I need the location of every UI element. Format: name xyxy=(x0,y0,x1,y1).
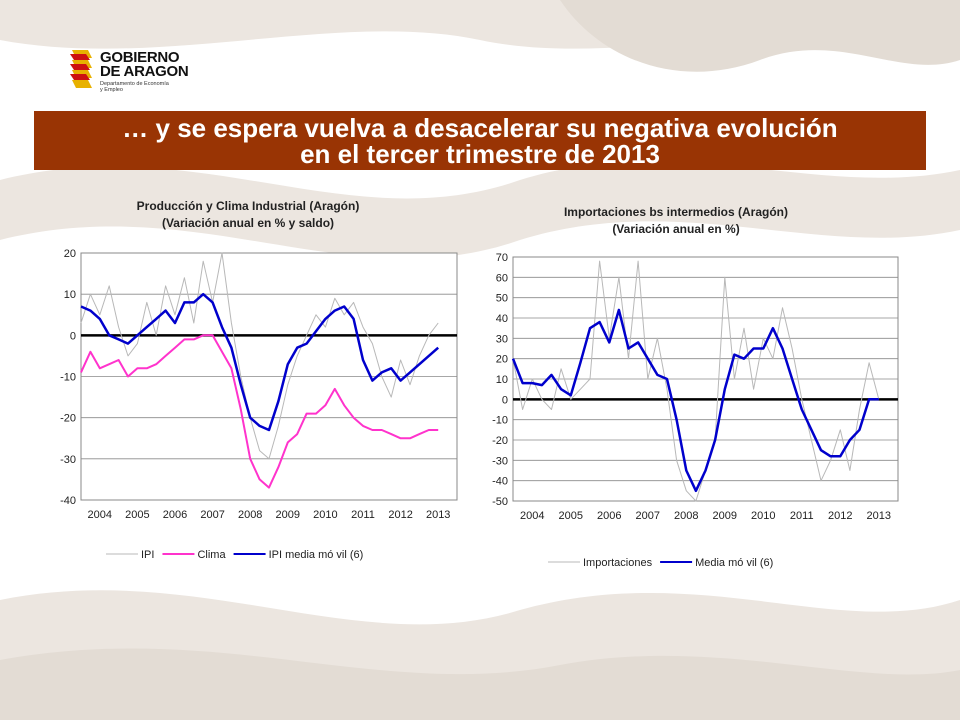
x-tick-label: 2012 xyxy=(828,510,852,522)
y-tick-label: 0 xyxy=(70,330,76,342)
chart-importaciones: Importaciones bs intermedios (Aragón) (Va… xyxy=(492,205,899,569)
y-tick-label: 10 xyxy=(496,374,508,386)
legend-label: IPI xyxy=(141,549,154,561)
x-tick-label: 2007 xyxy=(200,509,224,521)
x-tick-label: 2007 xyxy=(636,510,660,522)
y-tick-label: -20 xyxy=(492,435,508,447)
y-tick-label: 0 xyxy=(502,394,508,406)
logo-line-1: GOBIERNO xyxy=(100,49,180,66)
x-tick-label: 2006 xyxy=(163,509,187,521)
chart-title: Producción y Clima Industrial (Aragón) xyxy=(137,199,360,213)
title-banner: … y se espera vuelva a desacelerar su ne… xyxy=(34,111,926,170)
series-line xyxy=(512,260,880,502)
y-tick-label: 50 xyxy=(496,293,508,305)
chart-subtitle: (Variación anual en % y saldo) xyxy=(162,216,334,230)
x-tick-label: 2004 xyxy=(520,510,544,522)
y-tick-label: 20 xyxy=(64,248,76,260)
y-tick-label: 10 xyxy=(64,289,76,301)
y-tick-label: -40 xyxy=(492,476,508,488)
x-tick-label: 2004 xyxy=(88,509,112,521)
x-tick-label: 2012 xyxy=(388,509,412,521)
logo-department-2: y Empleo xyxy=(100,87,123,93)
chart-subtitle: (Variación anual en %) xyxy=(612,222,739,236)
series-line xyxy=(511,308,879,493)
chart-produccion-clima: Producción y Clima Industrial (Aragón) (V… xyxy=(60,199,458,561)
legend-label: IPI media mó vil (6) xyxy=(269,549,364,561)
series-line xyxy=(80,252,439,460)
x-tick-label: 2008 xyxy=(238,509,262,521)
logo-line-2: DE ARAGON xyxy=(100,63,189,80)
y-tick-label: -50 xyxy=(492,496,508,508)
series-line xyxy=(80,334,439,489)
x-tick-label: 2006 xyxy=(597,510,621,522)
logo-department: Departamento de Economía xyxy=(100,81,169,87)
y-tick-label: -10 xyxy=(492,415,508,427)
x-tick-label: 2011 xyxy=(351,509,375,521)
x-tick-label: 2009 xyxy=(276,509,300,521)
chart-title: Importaciones bs intermedios (Aragón) xyxy=(564,205,788,219)
legend-label: Importaciones xyxy=(583,557,653,569)
gobierno-aragon-logo: GOBIERNO DE ARAGON Departamento de Econo… xyxy=(68,48,198,98)
x-tick-label: 2013 xyxy=(426,509,450,521)
y-tick-label: -30 xyxy=(60,454,76,466)
y-tick-label: 40 xyxy=(496,313,508,325)
series-line xyxy=(80,292,440,432)
y-tick-label: -20 xyxy=(60,413,76,425)
x-tick-label: 2011 xyxy=(790,510,814,522)
x-tick-label: 2008 xyxy=(674,510,698,522)
x-tick-label: 2005 xyxy=(125,509,149,521)
aragon-stripes-icon xyxy=(70,50,92,88)
y-tick-label: 30 xyxy=(496,333,508,345)
x-tick-label: 2010 xyxy=(313,509,337,521)
x-tick-label: 2005 xyxy=(559,510,583,522)
x-tick-label: 2009 xyxy=(713,510,737,522)
y-tick-label: -40 xyxy=(60,495,76,507)
legend-label: Media mó vil (6) xyxy=(695,557,773,569)
x-tick-label: 2013 xyxy=(867,510,891,522)
y-tick-label: -10 xyxy=(60,372,76,384)
y-tick-label: 20 xyxy=(496,354,508,366)
banner-line-1: … y se espera vuelva a desacelerar su ne… xyxy=(122,113,838,143)
banner-line-2: en el tercer trimestre de 2013 xyxy=(300,139,660,169)
legend-label: Clima xyxy=(197,549,226,561)
y-tick-label: 70 xyxy=(496,252,508,264)
x-tick-label: 2010 xyxy=(751,510,775,522)
y-tick-label: 60 xyxy=(496,272,508,284)
y-tick-label: -30 xyxy=(492,455,508,467)
